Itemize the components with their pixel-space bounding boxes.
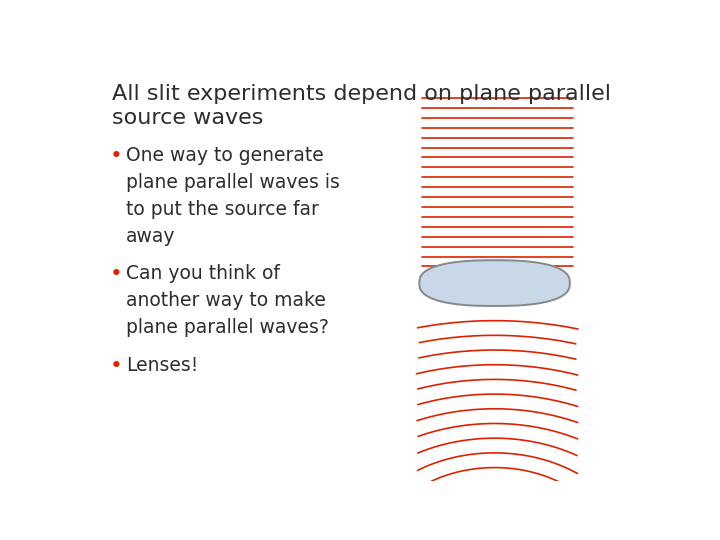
- Text: source waves: source waves: [112, 109, 264, 129]
- Text: Lenses!: Lenses!: [126, 356, 199, 375]
- Text: Can you think of: Can you think of: [126, 265, 280, 284]
- Text: away: away: [126, 227, 176, 246]
- Text: One way to generate: One way to generate: [126, 146, 324, 165]
- Text: •: •: [109, 146, 122, 166]
- Text: •: •: [109, 265, 122, 285]
- Text: plane parallel waves?: plane parallel waves?: [126, 319, 329, 338]
- Text: to put the source far: to put the source far: [126, 200, 319, 219]
- Text: plane parallel waves is: plane parallel waves is: [126, 173, 340, 192]
- Text: •: •: [109, 356, 122, 376]
- Text: another way to make: another way to make: [126, 292, 326, 310]
- Text: All slit experiments depend on plane parallel: All slit experiments depend on plane par…: [112, 84, 611, 104]
- Polygon shape: [419, 260, 570, 306]
